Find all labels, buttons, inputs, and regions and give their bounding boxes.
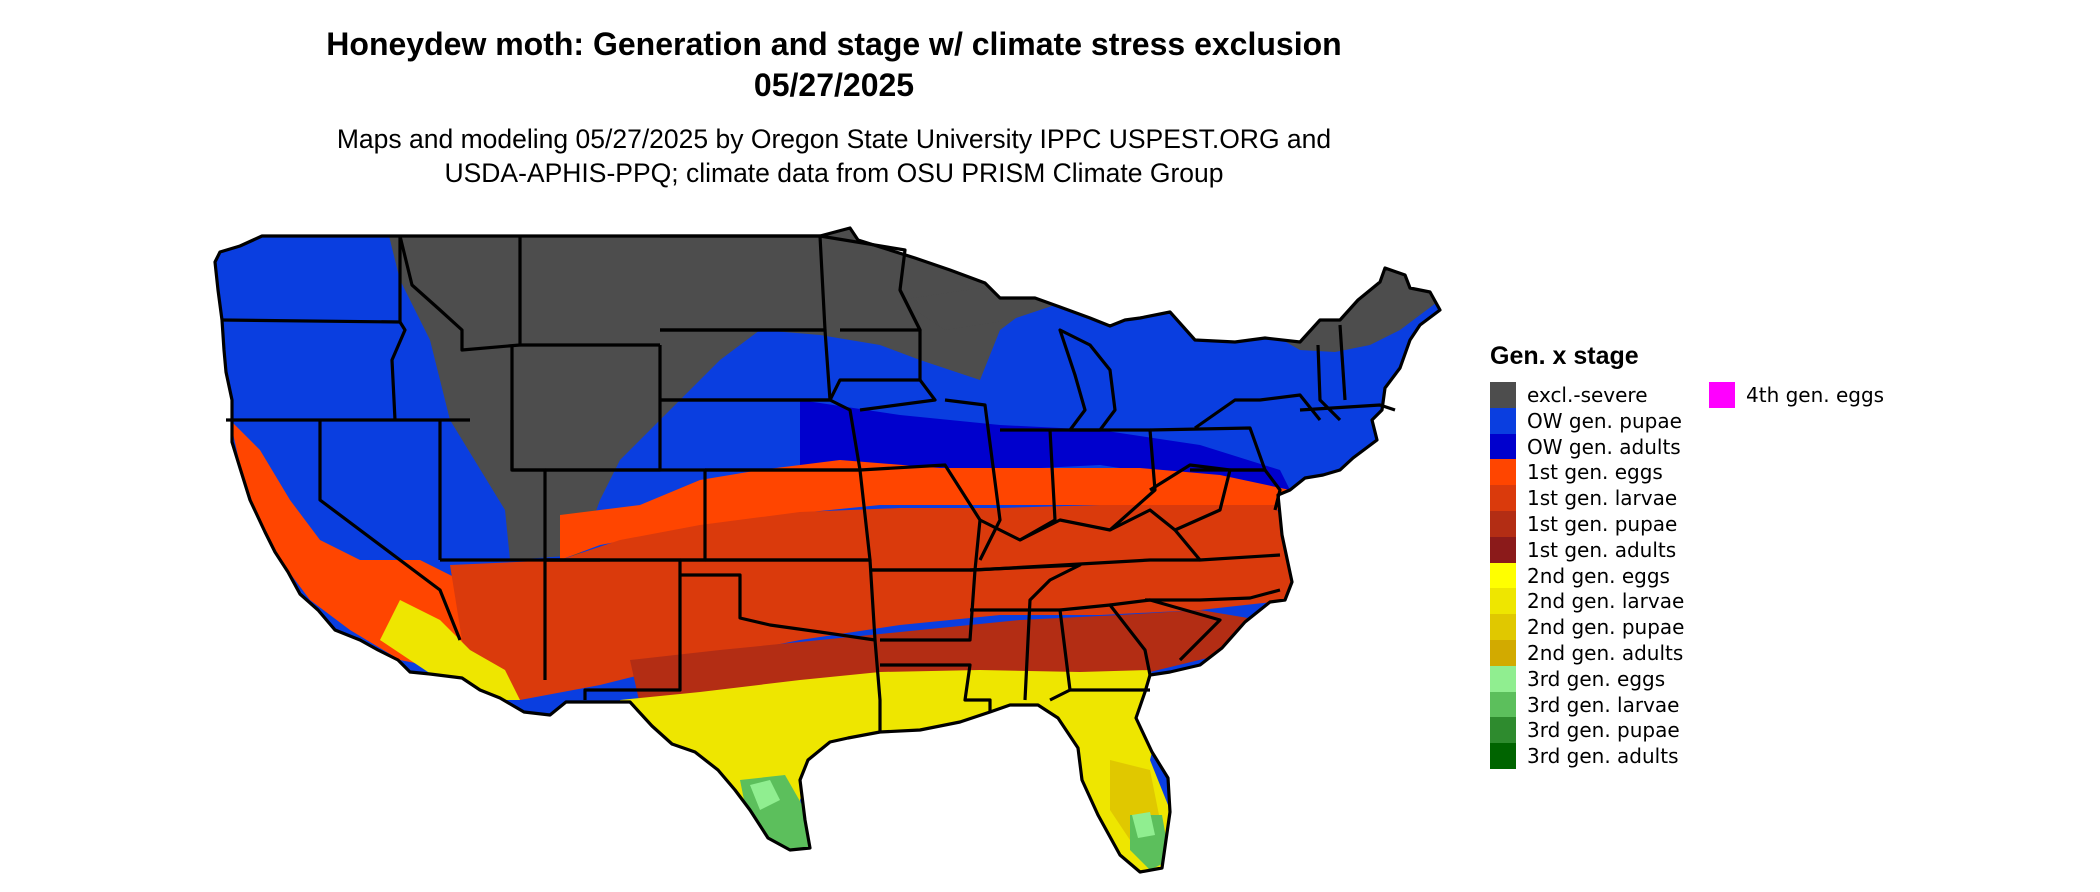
legend-label: OW gen. pupae <box>1527 408 1682 433</box>
fill-third-gen-eggs-texas <box>750 780 780 810</box>
fill-second-gen-larvae-southwest <box>380 600 520 700</box>
ky-north-border <box>979 508 1176 542</box>
legend-label: 2nd gen. pupae <box>1527 615 1685 640</box>
legend-swatch <box>1490 511 1516 537</box>
legend-swatch <box>1490 588 1516 615</box>
map-fills <box>215 228 1440 872</box>
legend-label: 2nd gen. eggs <box>1527 563 1670 588</box>
fill-second-gen-larvae-south <box>620 670 1170 872</box>
subtitle-line-2: USDA-APHIS-PPQ; climate data from OSU PR… <box>444 158 1224 188</box>
ny-border <box>1194 393 1322 430</box>
ca-nv-border <box>318 420 462 641</box>
legend-swatch <box>1490 614 1516 641</box>
map-subtitle: Maps and modeling 05/27/2025 by Oregon S… <box>0 122 1668 190</box>
sc-box <box>1109 598 1222 662</box>
md-de-border <box>1230 468 1282 511</box>
legend-label: 2nd gen. adults <box>1527 641 1684 665</box>
legend-label: excl.-severe <box>1527 383 1648 407</box>
ga-border <box>1059 603 1152 676</box>
legend-item: 3rd gen. larvae <box>1490 691 1680 718</box>
la-border <box>880 663 992 712</box>
legend-swatch <box>1490 691 1516 718</box>
legend-swatch <box>1490 485 1516 512</box>
legend-swatch <box>1490 562 1516 589</box>
nh-me-border <box>1338 324 1347 401</box>
mi-lp <box>1058 328 1117 432</box>
legend-swatch <box>1490 536 1516 563</box>
ok-box <box>680 558 877 642</box>
legend-swatch <box>1490 459 1516 486</box>
legend-swatch <box>1490 640 1516 666</box>
legend-label: 3rd gen. adults <box>1527 744 1679 769</box>
legend-swatch <box>1490 665 1516 692</box>
legend-item: 2nd gen. larvae <box>1490 588 1685 615</box>
wa-or-line <box>221 318 401 324</box>
pa-box <box>1149 426 1267 472</box>
legend-label: 1st gen. larvae <box>1527 486 1678 511</box>
legend-item: 3rd gen. adults <box>1490 743 1679 770</box>
fill-first-gen-eggs-band <box>560 460 1290 560</box>
title-line-1: Honeydew moth: Generation and stage w/ c… <box>326 26 1342 62</box>
al-box <box>970 608 1072 702</box>
subtitle-line-1: Maps and modeling 05/27/2025 by Oregon S… <box>336 124 1332 154</box>
legend-swatch <box>1709 382 1735 408</box>
title-date: 05/27/2025 <box>753 67 915 103</box>
legend-label: 3rd gen. pupae <box>1527 718 1680 743</box>
wi-mn-border <box>898 289 922 380</box>
legend-item: OW gen. pupae <box>1490 407 1682 434</box>
legend-item: 2nd gen. pupae <box>1490 614 1685 641</box>
ut-co-border <box>510 420 547 560</box>
legend-item: OW gen. adults <box>1490 433 1681 460</box>
legend-item: 2nd gen. adults <box>1490 640 1683 666</box>
new-england-border <box>1299 403 1396 412</box>
legend-swatch <box>1490 717 1516 744</box>
state-boundaries <box>213 226 1442 874</box>
fill-first-gen-pupae-band <box>630 610 1260 705</box>
legend-label: 2nd gen. larvae <box>1527 589 1685 614</box>
legend-label: 3rd gen. larvae <box>1527 692 1680 717</box>
legend-title: Gen. x stage <box>1490 342 1639 370</box>
legend-item: 1st gen. adults <box>1490 536 1677 563</box>
legend-swatch <box>1490 433 1516 460</box>
wv-va-border <box>1149 463 1281 562</box>
fill-first-gen-larvae-band <box>450 505 1300 700</box>
nc-sc-border <box>1145 588 1281 602</box>
legend-item: 2nd gen. eggs <box>1490 562 1670 589</box>
us-outline <box>213 226 1442 874</box>
legend-label: 4th gen. eggs <box>1746 383 1885 407</box>
map-title: Honeydew moth: Generation and stage w/ c… <box>0 24 1668 106</box>
legend-item: 1st gen. pupae <box>1490 511 1677 537</box>
legend-swatch <box>1490 382 1516 408</box>
legend-label: 1st gen. adults <box>1527 537 1677 562</box>
tx-east-border <box>873 639 882 732</box>
legend-item: 4th gen. eggs <box>1709 382 1884 408</box>
legend-swatch <box>1490 407 1516 434</box>
legend-item: 1st gen. larvae <box>1490 485 1678 512</box>
id-east-border <box>390 321 407 421</box>
legend-item: 1st gen. eggs <box>1490 459 1663 486</box>
legend-label: 1st gen. pupae <box>1527 512 1678 536</box>
legend-item: 3rd gen. pupae <box>1490 717 1680 744</box>
ky-tn-border <box>974 558 1200 572</box>
legend-label: 3rd gen. eggs <box>1527 666 1666 691</box>
il-border <box>944 398 1002 561</box>
legend-swatch <box>1490 743 1516 770</box>
legend-label: OW gen. adults <box>1527 434 1681 459</box>
nm-box <box>545 558 682 700</box>
ar-box <box>870 568 977 642</box>
vt-nh-border <box>1316 344 1342 422</box>
fill-third-gen-eggs-florida <box>1132 812 1155 838</box>
legend-item: 3rd gen. eggs <box>1490 665 1666 692</box>
legend-item: excl.-severe <box>1490 382 1648 408</box>
legend-label: 1st gen. eggs <box>1527 460 1663 485</box>
